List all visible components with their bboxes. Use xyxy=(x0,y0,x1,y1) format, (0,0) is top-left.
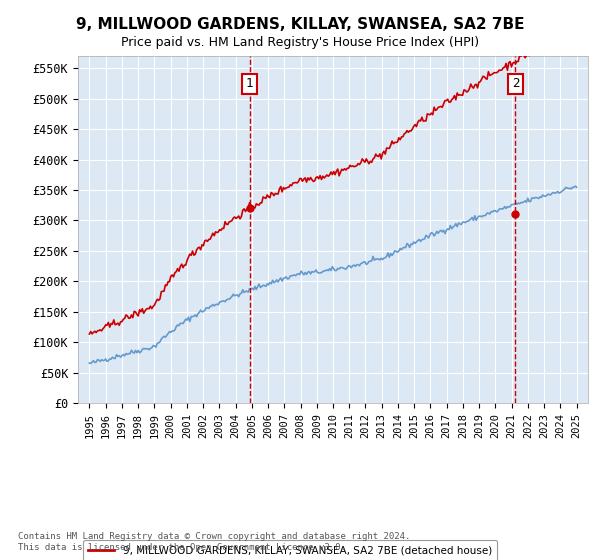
Text: 2: 2 xyxy=(512,77,519,90)
Text: Price paid vs. HM Land Registry's House Price Index (HPI): Price paid vs. HM Land Registry's House … xyxy=(121,36,479,49)
Legend: 9, MILLWOOD GARDENS, KILLAY, SWANSEA, SA2 7BE (detached house), HPI: Average pri: 9, MILLWOOD GARDENS, KILLAY, SWANSEA, SA… xyxy=(83,540,497,560)
Text: 1: 1 xyxy=(246,77,253,90)
Text: Contains HM Land Registry data © Crown copyright and database right 2024.
This d: Contains HM Land Registry data © Crown c… xyxy=(18,532,410,552)
Text: 9, MILLWOOD GARDENS, KILLAY, SWANSEA, SA2 7BE: 9, MILLWOOD GARDENS, KILLAY, SWANSEA, SA… xyxy=(76,17,524,32)
